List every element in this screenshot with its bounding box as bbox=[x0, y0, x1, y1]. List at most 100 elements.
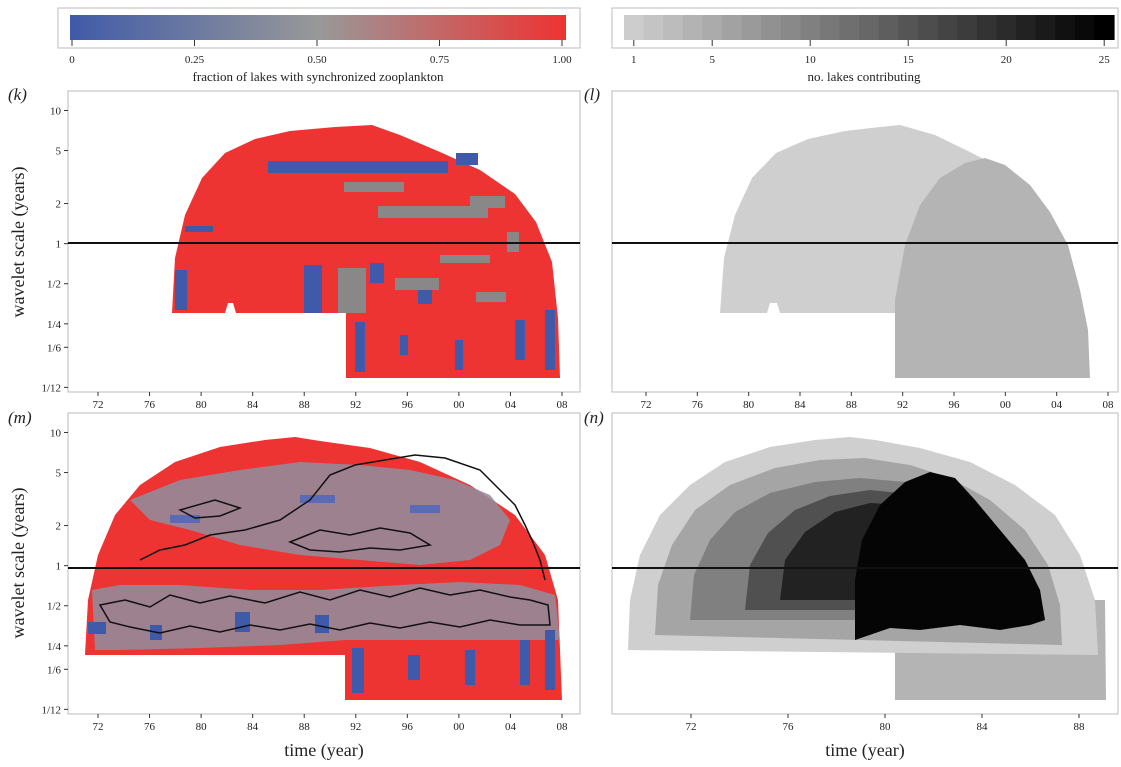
blue-patch bbox=[304, 265, 322, 313]
colorbar-count-step bbox=[918, 15, 939, 40]
colorbar-count-label: no. lakes contributing bbox=[807, 69, 921, 84]
panel-n: (n) 72 76 80 84 88 bbox=[584, 408, 1119, 733]
x-tick-label: 80 bbox=[743, 399, 755, 411]
gray-patch bbox=[440, 255, 490, 263]
colorbar-count-step bbox=[996, 15, 1017, 40]
colorbar-tick-label: 5 bbox=[709, 54, 715, 66]
blue-patch bbox=[465, 650, 475, 685]
blue-patch bbox=[370, 263, 384, 283]
x-tick-label: 04 bbox=[505, 399, 517, 411]
colorbar-sync-label: fraction of lakes with synchronized zoop… bbox=[193, 69, 444, 84]
colorbar-tick-label: 0.50 bbox=[307, 54, 327, 66]
y-tick-label: 1/12 bbox=[41, 382, 61, 394]
x-tick-label: 80 bbox=[196, 399, 208, 411]
blue-patch bbox=[315, 615, 329, 633]
y-tick-label: 1/4 bbox=[47, 319, 62, 331]
y-axis-label-k: wavelet scale (years) bbox=[8, 167, 29, 318]
colorbar-tick-label: 25 bbox=[1099, 54, 1111, 66]
x-tick-label: 92 bbox=[350, 721, 361, 733]
y-tick-label: 1 bbox=[56, 561, 62, 573]
blue-patch bbox=[185, 226, 213, 232]
colorbar-count-step bbox=[624, 15, 645, 40]
x-tick-label: 00 bbox=[453, 721, 465, 733]
y-tick-label: 10 bbox=[50, 105, 62, 117]
blue-patch bbox=[352, 648, 364, 693]
x-tick-label: 76 bbox=[144, 399, 156, 411]
y-axis-label-m: wavelet scale (years) bbox=[8, 488, 29, 639]
colorbar-count-step bbox=[937, 15, 958, 40]
coverage-region-n bbox=[855, 472, 1045, 640]
significance-contour bbox=[139, 454, 546, 581]
colorbar-tick-label: 20 bbox=[1001, 54, 1013, 66]
blue-patch bbox=[520, 640, 530, 685]
x-tick-label: 04 bbox=[505, 721, 517, 733]
blue-patch bbox=[355, 322, 365, 372]
panel-label-k: (k) bbox=[8, 85, 27, 104]
blue-patch bbox=[455, 340, 463, 370]
x-tick-label: 00 bbox=[1000, 399, 1012, 411]
x-tick-label: 72 bbox=[641, 399, 652, 411]
x-ticks-m: 72 76 80 84 88 92 96 00 04 08 bbox=[93, 714, 568, 733]
x-tick-label: 88 bbox=[299, 721, 311, 733]
colorbar-tick-label: 0.25 bbox=[185, 54, 205, 66]
x-axis-label-m: time (year) bbox=[284, 740, 363, 761]
blue-patch bbox=[410, 505, 440, 513]
colorbar-tick-label: 10 bbox=[805, 54, 817, 66]
panel-m: (m) 10 5 2 1 1/2 1/4 1/6 1/12 72 76 80 84 88 92 96 00 bbox=[8, 408, 581, 733]
x-tick-label: 76 bbox=[692, 399, 704, 411]
panel-k: (k) 10 5 2 1 1/2 1/4 1/6 1/12 72 bbox=[8, 85, 581, 411]
colorbar-count: 1 5 10 15 20 25 no. lakes contributing bbox=[611, 7, 1119, 84]
panel-label-n: (n) bbox=[584, 408, 604, 427]
colorbar-sync-ticks: 0 0.25 0.50 0.75 1.00 bbox=[69, 40, 572, 66]
blue-patch bbox=[545, 630, 555, 690]
colorbar-tick-label: 15 bbox=[903, 54, 915, 66]
colorbar-count-steps bbox=[624, 15, 1115, 40]
heatmap-n bbox=[628, 437, 1106, 700]
y-ticks-k: 10 5 2 1 1/2 1/4 1/6 1/12 bbox=[41, 105, 68, 394]
gray-patch bbox=[395, 278, 439, 290]
colorbar-count-step bbox=[898, 15, 919, 40]
x-ticks-n: 72 76 80 84 88 bbox=[686, 714, 1086, 733]
blue-patch bbox=[235, 612, 250, 632]
blue-patch bbox=[268, 161, 448, 173]
y-tick-label: 10 bbox=[50, 427, 62, 439]
x-tick-label: 08 bbox=[557, 399, 569, 411]
colorbar-count-step bbox=[780, 15, 801, 40]
x-tick-label: 80 bbox=[196, 721, 208, 733]
x-tick-label: 84 bbox=[247, 721, 259, 733]
y-tick-label: 5 bbox=[56, 468, 62, 480]
colorbar-tick-label: 0 bbox=[69, 54, 75, 66]
colorbar-count-step bbox=[859, 15, 880, 40]
y-tick-label: 1/12 bbox=[41, 704, 61, 716]
gray-patch bbox=[470, 196, 505, 208]
colorbar-count-step bbox=[1055, 15, 1076, 40]
x-tick-label: 04 bbox=[1051, 399, 1063, 411]
x-tick-label: 88 bbox=[846, 399, 858, 411]
panel-l: (l) 72 76 80 84 88 92 96 00 04 08 bbox=[584, 85, 1119, 411]
colorbar-count-step bbox=[663, 15, 684, 40]
x-axis-label-n: time (year) bbox=[825, 740, 904, 761]
y-tick-label: 1/4 bbox=[47, 641, 62, 653]
colorbar-tick-label: 1.00 bbox=[552, 54, 572, 66]
blue-patch bbox=[456, 153, 478, 165]
significance-contour bbox=[98, 587, 551, 634]
x-tick-label: 96 bbox=[402, 721, 414, 733]
x-ticks-l: 72 76 80 84 88 92 96 00 04 08 bbox=[641, 392, 1114, 411]
x-tick-label: 84 bbox=[977, 721, 989, 733]
x-tick-label: 80 bbox=[880, 721, 892, 733]
panel-label-l: (l) bbox=[584, 85, 600, 104]
x-tick-label: 88 bbox=[299, 399, 311, 411]
colorbar-count-step bbox=[1016, 15, 1037, 40]
panel-label-m: (m) bbox=[8, 408, 32, 427]
x-tick-label: 00 bbox=[453, 399, 465, 411]
heatmap-l bbox=[720, 125, 1090, 378]
x-tick-label: 88 bbox=[1074, 721, 1086, 733]
x-tick-label: 72 bbox=[93, 399, 104, 411]
colorbar-tick-label: 0.75 bbox=[430, 54, 450, 66]
colorbar-count-step bbox=[976, 15, 997, 40]
y-tick-label: 1/6 bbox=[47, 342, 62, 354]
gray-patch bbox=[476, 292, 506, 302]
y-ticks-m: 10 5 2 1 1/2 1/4 1/6 1/12 bbox=[41, 427, 68, 716]
x-tick-label: 76 bbox=[144, 721, 156, 733]
